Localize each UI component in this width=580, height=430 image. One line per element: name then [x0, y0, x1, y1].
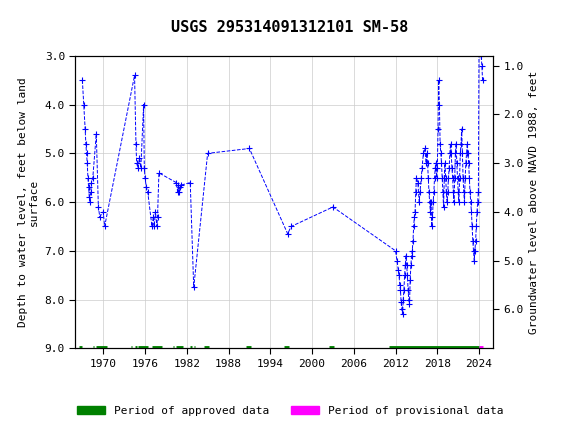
Legend: Period of approved data, Period of provisional data: Period of approved data, Period of provi…	[72, 401, 508, 420]
Y-axis label: Depth to water level, feet below land
surface: Depth to water level, feet below land su…	[17, 77, 39, 327]
Text: ≡USGS: ≡USGS	[3, 6, 57, 25]
Text: USGS 295314091312101 SM-58: USGS 295314091312101 SM-58	[171, 21, 409, 35]
Y-axis label: Groundwater level above NAVD 1988, feet: Groundwater level above NAVD 1988, feet	[529, 71, 539, 334]
